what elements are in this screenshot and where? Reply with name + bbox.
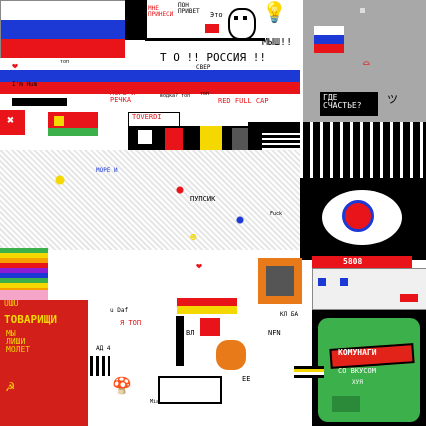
cbep-text: CBEP xyxy=(196,64,211,71)
more-i-text: МОРЕ И xyxy=(96,167,118,174)
red-flag-small xyxy=(205,24,219,33)
tovarishi-text: ТОВАРИЩИ xyxy=(4,313,57,326)
pink-patch xyxy=(0,290,48,302)
vodka-top-text: водка? топ xyxy=(160,93,191,99)
nfn-text: NFN xyxy=(268,329,281,337)
pon-privet-text: ПОН ПРИВЕТ xyxy=(178,2,200,15)
fuck-text: Fuck xyxy=(270,211,283,217)
russia-flag-top-left xyxy=(0,0,127,60)
soviet-red-panel xyxy=(0,300,88,426)
gray-dot-1 xyxy=(360,8,365,13)
my-lishi-text: МЫ ЛИШИ МОЛЕТ xyxy=(6,329,31,354)
building-window-1 xyxy=(318,278,326,286)
mne-prinesi-text: МНЕ ПРИНЕСИ xyxy=(148,5,174,18)
face-eye-left xyxy=(234,16,238,20)
mushroom-icon: 🍄 xyxy=(112,376,132,395)
building-drawing xyxy=(312,268,426,310)
hui-text: ХУЯ xyxy=(352,379,363,386)
close-icon: ✖ xyxy=(7,113,15,127)
score-5808-text: 5808 xyxy=(343,257,363,266)
window-grid-panel xyxy=(300,122,426,180)
hammer-sickle-icon: ☭ xyxy=(6,379,15,395)
pupsik-text: ПУПСИК xyxy=(190,195,216,203)
dog-drawing xyxy=(216,340,246,370)
u-daf-text: u Daf xyxy=(110,307,129,314)
ossetia-flag xyxy=(177,290,237,314)
mia-text: Mia xyxy=(150,399,160,405)
top-label-2: топ xyxy=(200,91,210,97)
score-band xyxy=(312,256,412,268)
kl-ba-text: КЛ БА xyxy=(280,311,299,318)
robot-face xyxy=(266,266,294,296)
black-bar-left xyxy=(12,98,67,106)
cat-drawing xyxy=(138,130,152,144)
smile-icon: ツ xyxy=(387,93,398,106)
top-label-1: топ xyxy=(60,59,70,65)
big-russia-stripes xyxy=(0,58,300,94)
komunagi-text: КОМУНАГИ xyxy=(338,348,377,357)
ee-text: EE xyxy=(242,375,251,383)
eagle-icon xyxy=(200,126,222,154)
smiley-icon-yellow: ☻ xyxy=(190,231,197,244)
frame-box xyxy=(158,376,222,404)
red-tile-1 xyxy=(165,128,183,150)
face-eye-right xyxy=(243,16,247,20)
black-block-left xyxy=(125,0,147,40)
chips-stripe xyxy=(294,366,324,378)
target-icon xyxy=(342,200,374,232)
lightbulb-icon: 💡 xyxy=(262,0,287,24)
i-m-hum-text: I'm Hum xyxy=(12,81,38,88)
red-square-lower xyxy=(200,318,220,336)
small-russia-flag xyxy=(314,26,344,53)
toverdi-text: TOVERDI xyxy=(132,113,162,121)
black-line-top xyxy=(145,38,265,41)
ushu-text: UШU xyxy=(4,299,19,308)
car-icon: ⌓ xyxy=(363,57,370,70)
black-white-tile-lower xyxy=(90,356,110,376)
myshh-text: МЫШ!! xyxy=(262,37,293,48)
to-rossiya-text: Т О !! РОССИЯ !! xyxy=(160,51,266,64)
rainbow-stripes xyxy=(0,248,48,298)
green-stripe-belarus xyxy=(48,128,98,136)
car-red-right xyxy=(400,294,418,302)
so-vkusom-text: СО ВКУСОМ xyxy=(338,367,376,375)
yellow-castle xyxy=(54,116,64,126)
face-drawing xyxy=(228,8,256,40)
more-i-rechka-text: МОРЕ И РЕЧКА xyxy=(110,89,136,104)
sword-drawing xyxy=(176,316,184,366)
ad4-text: АД 4 xyxy=(96,345,111,352)
heart-icon-2: ❤ xyxy=(196,261,203,272)
gde-schastye-text: ГДЕ СЧАСТЬЕ? xyxy=(323,93,362,110)
noise-area-center xyxy=(0,150,300,250)
sword-text: ВЛ xyxy=(186,329,195,337)
building-window-2 xyxy=(340,278,348,286)
heart-icon-1: ❤ xyxy=(12,61,19,72)
ya-top-text: Я ТОП xyxy=(120,319,142,327)
red-square-left xyxy=(0,110,25,135)
red-full-cap-text: RED FULL CAP xyxy=(218,97,269,105)
chips-pile xyxy=(332,396,360,412)
eto-text: Это xyxy=(210,11,223,19)
gde-schastye-box xyxy=(320,92,378,116)
